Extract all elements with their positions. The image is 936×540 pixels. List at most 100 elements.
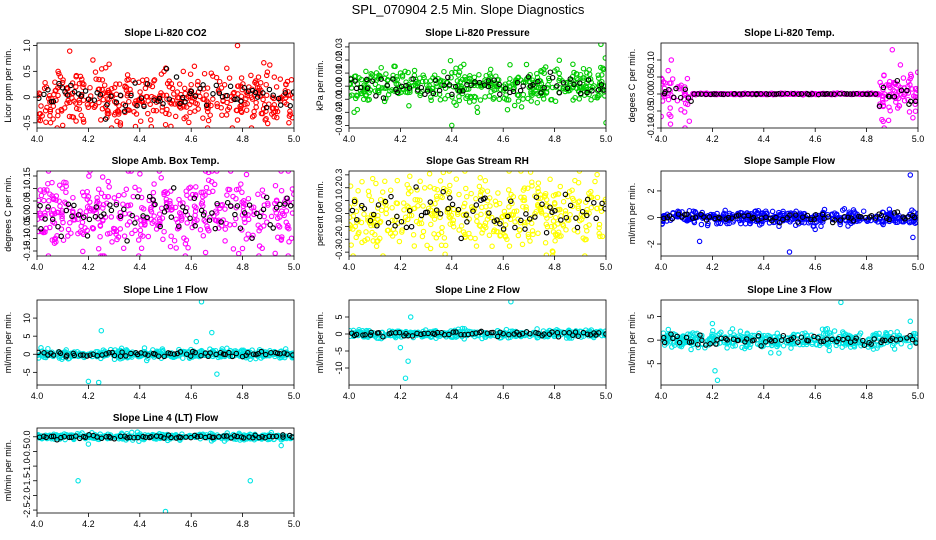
data-point-black (200, 82, 206, 88)
data-point-black (556, 90, 563, 96)
data-point (368, 71, 374, 77)
data-point (394, 177, 401, 184)
data-point-black (795, 219, 801, 225)
y-axis-label: ml/min per min. (627, 312, 637, 374)
data-point (380, 253, 386, 256)
data-point (222, 238, 228, 244)
data-point (698, 221, 705, 228)
data-point-black (237, 225, 244, 231)
data-point-black (858, 213, 864, 220)
data-point (233, 186, 240, 193)
y-axis-label: Licor ppm per min. (3, 48, 13, 123)
data-point (101, 201, 107, 208)
data-point (162, 188, 169, 195)
data-point (265, 202, 271, 208)
data-point (370, 214, 377, 221)
data-point-black (108, 93, 114, 100)
data-point (373, 243, 380, 250)
data-point (544, 224, 551, 230)
data-point-black (572, 329, 579, 335)
panel-title: Slope Line 2 Flow (435, 285, 520, 296)
data-point (268, 213, 275, 220)
data-point-black (418, 212, 425, 219)
data-point-black (45, 86, 51, 93)
data-point (96, 99, 102, 106)
data-point (113, 199, 120, 206)
data-point (529, 228, 536, 234)
data-point-black (282, 90, 289, 96)
data-point (442, 242, 449, 249)
data-point-black (845, 335, 851, 342)
data-point (275, 222, 282, 229)
data-point (117, 120, 124, 126)
x-tick-label: 4.4 (134, 134, 147, 144)
x-tick-label: 4.0 (655, 134, 668, 144)
data-point (524, 185, 531, 192)
data-point-black (368, 329, 374, 336)
data-point (211, 181, 218, 188)
data-point (907, 71, 914, 78)
data-point-black (871, 336, 877, 342)
data-point (473, 196, 479, 202)
data-point (385, 227, 392, 234)
data-point (80, 248, 86, 255)
data-point (233, 195, 239, 202)
data-point (752, 208, 758, 215)
data-point (674, 97, 681, 104)
data-point (840, 329, 846, 335)
data-point-black (84, 353, 90, 359)
x-tick-label: 4.0 (655, 262, 668, 272)
data-point-black (749, 215, 755, 222)
data-point-black (257, 213, 263, 220)
y-tick-label: 0.05 (22, 192, 32, 210)
data-point (477, 223, 484, 229)
data-point (192, 108, 198, 114)
x-tick-label: 5.0 (288, 134, 301, 144)
y-tick-label: 0.0 (334, 207, 344, 220)
data-point (41, 187, 47, 193)
data-point (595, 72, 601, 78)
x-tick-label: 5.0 (288, 262, 301, 272)
data-point (790, 331, 797, 338)
data-point (117, 209, 123, 216)
data-point (548, 97, 554, 103)
data-point (285, 88, 291, 95)
data-point-black (182, 208, 189, 215)
data-point-black (87, 352, 93, 358)
data-point (132, 184, 138, 191)
x-tick-label: 4.6 (497, 262, 510, 272)
data-point (373, 180, 379, 187)
data-point-black (527, 330, 533, 337)
data-point-black (911, 214, 918, 221)
data-point-black (68, 82, 74, 89)
data-point (187, 109, 193, 116)
data-point (580, 235, 586, 241)
data-point-black (373, 93, 379, 99)
data-point (191, 220, 197, 226)
data-point (60, 219, 66, 226)
data-point (89, 101, 96, 108)
data-point-black (132, 220, 138, 226)
data-point (188, 81, 194, 88)
data-point (584, 70, 590, 76)
data-point (284, 224, 291, 231)
data-point (534, 70, 540, 77)
data-point (204, 223, 210, 229)
data-point-black (369, 78, 375, 84)
data-point (153, 107, 160, 114)
data-point-black (270, 92, 276, 98)
data-point-black (703, 217, 710, 223)
data-point-black (277, 201, 283, 208)
data-point (804, 215, 811, 222)
data-point (255, 74, 262, 80)
data-point-black (697, 332, 703, 338)
x-tick-label: 4.4 (134, 262, 147, 272)
data-point-black (128, 92, 134, 99)
data-point-black (845, 214, 851, 221)
data-point (460, 212, 467, 218)
data-point-black (769, 217, 775, 224)
data-point-black (482, 195, 488, 201)
data-point-black (831, 91, 837, 97)
data-point-black (287, 103, 293, 109)
x-tick-label: 4.8 (548, 134, 561, 144)
